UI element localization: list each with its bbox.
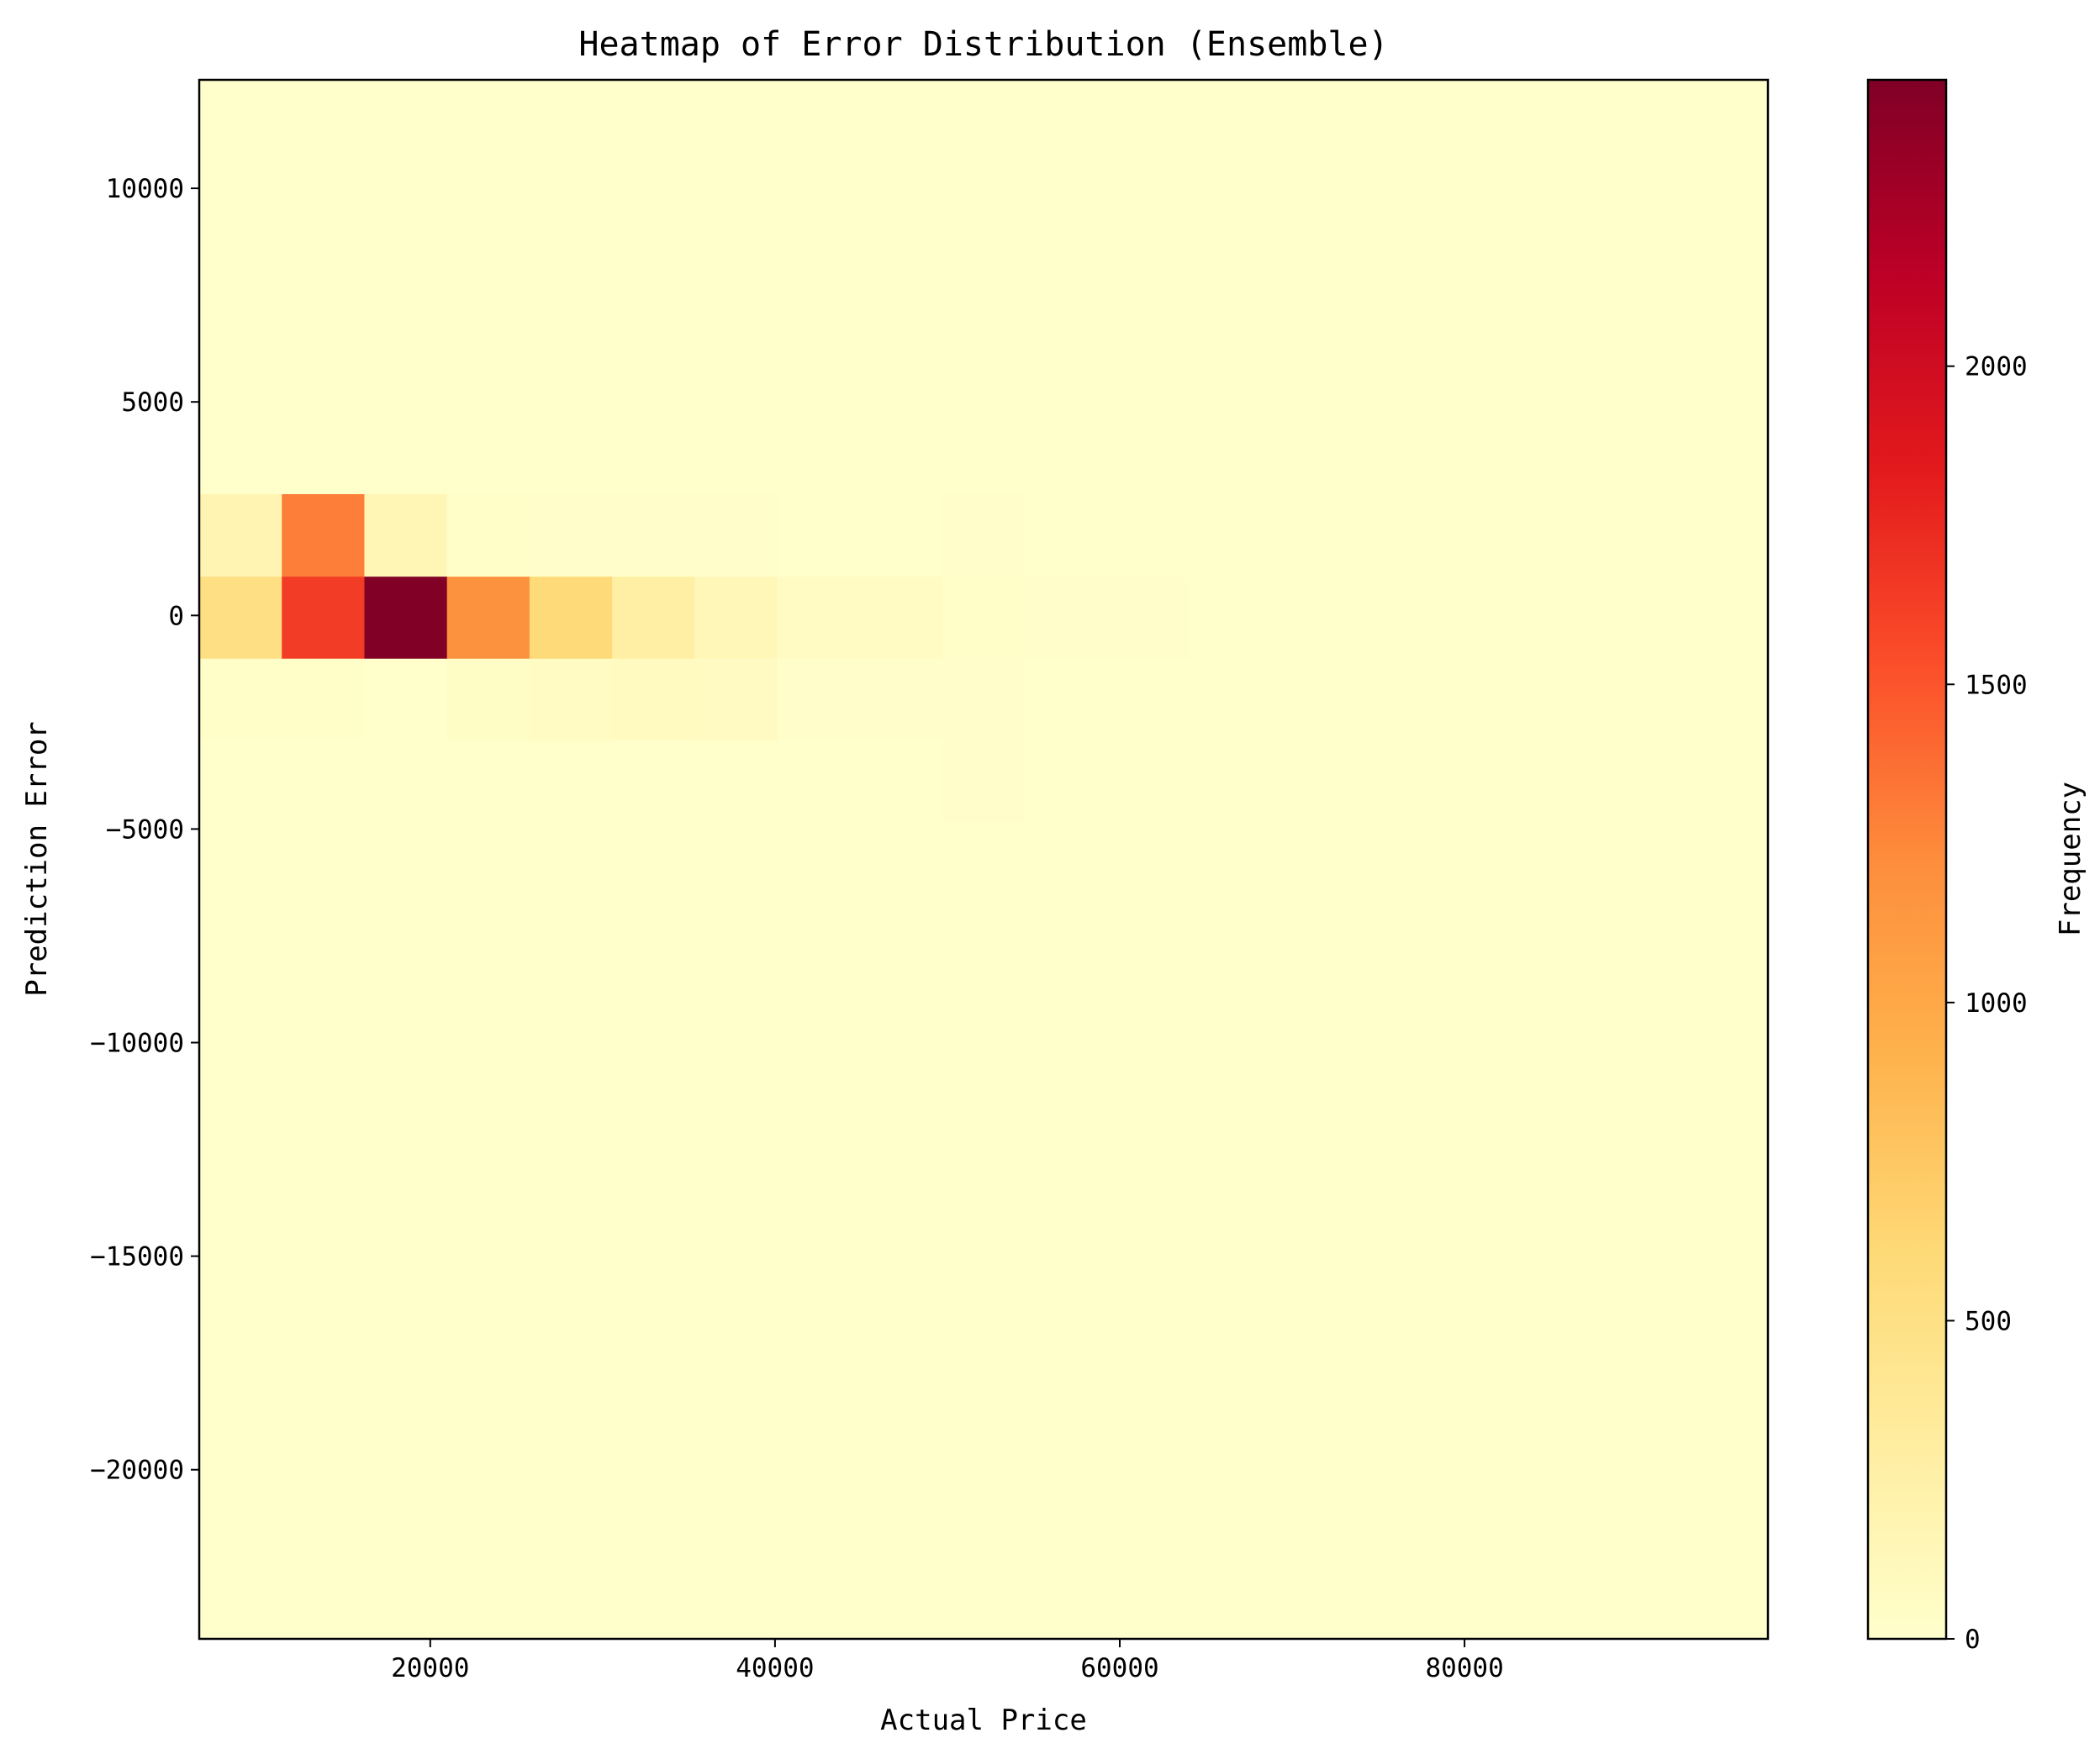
heatmap-cell bbox=[859, 740, 943, 823]
heatmap-cell bbox=[529, 740, 613, 823]
heatmap-cell bbox=[942, 576, 1026, 659]
heatmap-cell bbox=[859, 493, 943, 577]
heatmap-cell bbox=[942, 740, 1026, 823]
heatmap-cell bbox=[446, 658, 530, 741]
colorbar-label: Frequency bbox=[2054, 782, 2087, 936]
heatmap-cell bbox=[364, 740, 448, 823]
heatmap-cell bbox=[199, 493, 282, 577]
heatmap-cell bbox=[1190, 740, 1274, 823]
heatmap-cell bbox=[529, 576, 613, 659]
heatmap-cell bbox=[942, 658, 1026, 741]
heatmap-cell bbox=[364, 576, 448, 659]
heatmap-cell bbox=[282, 493, 366, 577]
heatmap-cell bbox=[859, 576, 943, 659]
colorbar-ticks: 0 500 1000 1500 2000 bbox=[1946, 352, 2028, 1655]
colorbar-tick-label: 1500 bbox=[1965, 670, 2028, 700]
y-axis-label: Prediction Error bbox=[20, 721, 54, 997]
heatmap-cell bbox=[364, 658, 448, 741]
heatmap-cell bbox=[282, 740, 366, 823]
heatmap-cell bbox=[612, 576, 695, 659]
heatmap-cell bbox=[1025, 493, 1109, 577]
heatmap-cell bbox=[1107, 740, 1191, 823]
heatmap-cell bbox=[777, 493, 861, 577]
plot-area bbox=[198, 78, 1770, 1641]
heatmap-cell bbox=[282, 576, 366, 659]
plot-background bbox=[199, 80, 1768, 1639]
heatmap-cell bbox=[777, 658, 861, 741]
heatmap-cell bbox=[942, 493, 1026, 577]
heatmap-cell bbox=[446, 493, 530, 577]
heatmap-cells bbox=[199, 493, 1356, 823]
heatmap-cell bbox=[1107, 658, 1191, 741]
colorbar-tick-label: 2000 bbox=[1965, 352, 2028, 382]
heatmap-cell bbox=[1272, 740, 1356, 823]
heatmap-cell bbox=[1190, 576, 1274, 659]
colorbar-frame bbox=[1866, 78, 1948, 1641]
y-tick-label: 0 bbox=[168, 601, 184, 631]
y-axis-ticks: 10000 5000 0 −5000 −10000 −15000 −20000 bbox=[90, 174, 199, 1486]
heatmap-cell bbox=[529, 493, 613, 577]
heatmap-cell bbox=[1107, 576, 1191, 659]
heatmap-cell bbox=[612, 493, 695, 577]
y-tick-label: −20000 bbox=[90, 1456, 184, 1486]
colorbar-tick-label: 1000 bbox=[1965, 988, 2028, 1019]
heatmap-cell bbox=[612, 740, 695, 823]
y-tick-label: −15000 bbox=[90, 1242, 184, 1272]
heatmap-cell bbox=[446, 576, 530, 659]
y-tick-label: −10000 bbox=[90, 1029, 184, 1059]
heatmap-cell bbox=[1107, 493, 1191, 577]
x-tick-label: 60000 bbox=[1080, 1653, 1158, 1683]
x-tick-label: 40000 bbox=[736, 1653, 814, 1683]
heatmap-cell bbox=[199, 576, 282, 659]
colorbar-tick-label: 500 bbox=[1965, 1306, 2012, 1336]
heatmap-cell bbox=[1272, 658, 1356, 741]
y-tick-label: −5000 bbox=[106, 814, 184, 845]
heatmap-cell bbox=[1025, 658, 1109, 741]
heatmap-cell bbox=[1025, 740, 1109, 823]
y-tick-label: 10000 bbox=[106, 174, 184, 204]
heatmap-cell bbox=[777, 740, 861, 823]
y-tick-label: 5000 bbox=[121, 387, 184, 418]
heatmap-cell bbox=[777, 576, 861, 659]
x-tick-label: 20000 bbox=[391, 1653, 469, 1683]
heatmap-cell bbox=[199, 740, 282, 823]
x-axis-ticks: 20000 40000 60000 80000 bbox=[391, 1639, 1504, 1683]
heatmap-cell bbox=[612, 658, 695, 741]
heatmap-cell bbox=[199, 658, 282, 741]
heatmap-cell bbox=[694, 493, 778, 577]
x-axis-label: Actual Price bbox=[880, 1704, 1087, 1737]
heatmap-cell bbox=[1272, 493, 1356, 577]
heatmap-cell bbox=[1190, 493, 1274, 577]
heatmap-cell bbox=[694, 576, 778, 659]
heatmap-cell bbox=[1025, 576, 1109, 659]
heatmap-cell bbox=[364, 493, 448, 577]
chart-title: Heatmap of Error Distribution (Ensemble) bbox=[578, 25, 1388, 64]
heatmap-cell bbox=[859, 658, 943, 741]
heatmap-cell bbox=[446, 740, 530, 823]
colorbar: 0 500 1000 1500 2000 Frequency bbox=[1866, 78, 2087, 1655]
heatmap-cell bbox=[529, 658, 613, 741]
heatmap-cell bbox=[282, 658, 366, 741]
colorbar-gradient bbox=[1868, 80, 1946, 1639]
plot-frame bbox=[198, 78, 1770, 1641]
heatmap-cell bbox=[1272, 576, 1356, 659]
heatmap-cell bbox=[694, 740, 778, 823]
x-tick-label: 80000 bbox=[1425, 1653, 1503, 1683]
heatmap-cell bbox=[1190, 658, 1274, 741]
heatmap-cell bbox=[694, 658, 778, 741]
colorbar-tick-label: 0 bbox=[1965, 1625, 1981, 1655]
